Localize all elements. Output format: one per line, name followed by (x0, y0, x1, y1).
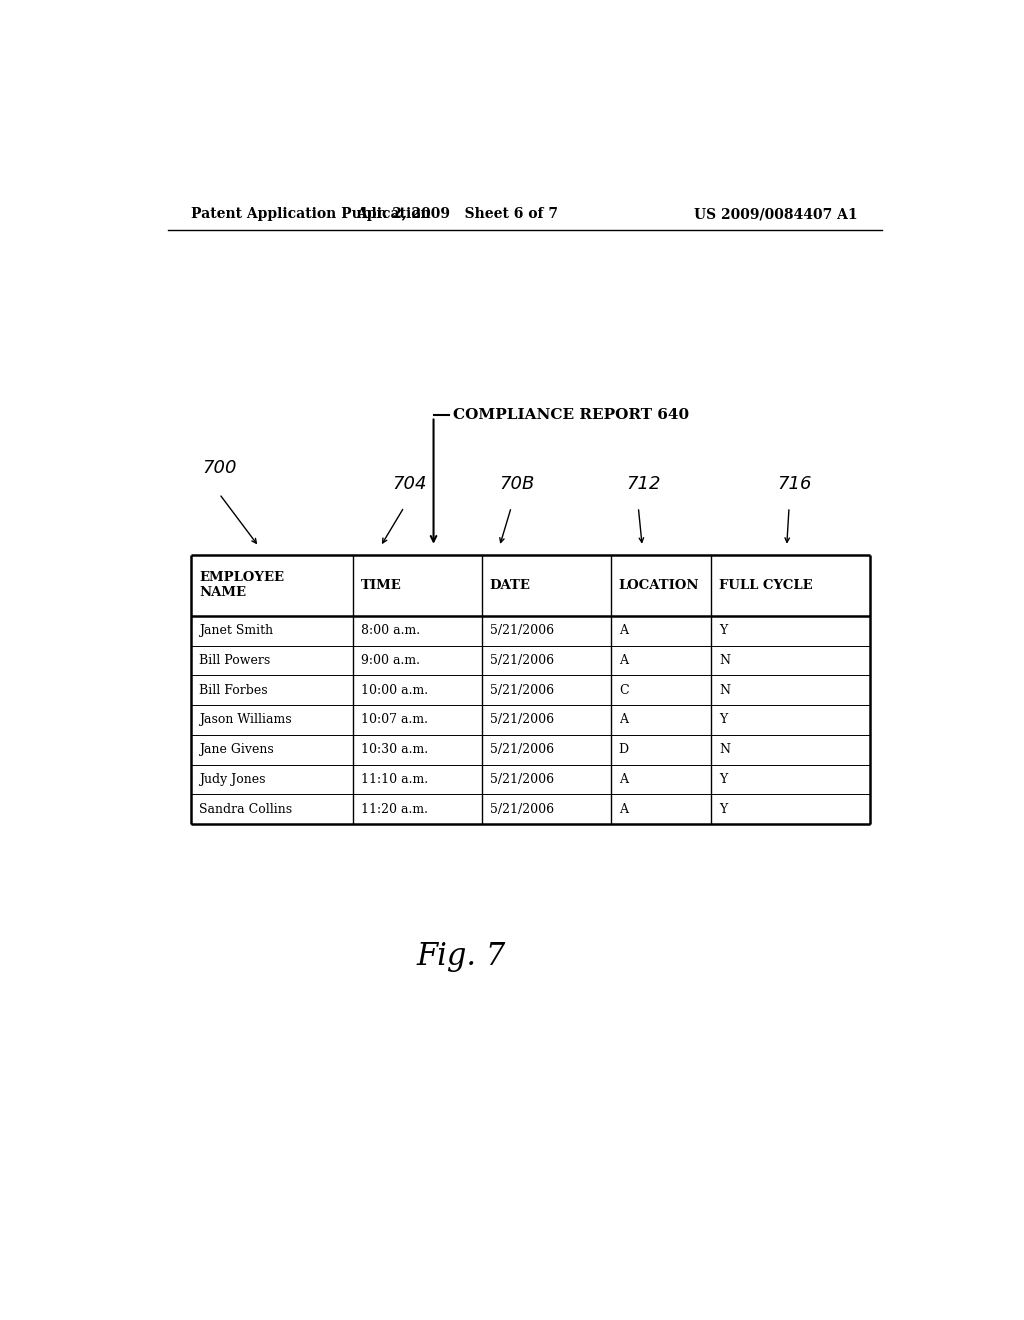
Text: COMPLIANCE REPORT 640: COMPLIANCE REPORT 640 (454, 408, 689, 421)
Text: Patent Application Publication: Patent Application Publication (191, 207, 431, 222)
Text: 5/21/2006: 5/21/2006 (489, 714, 554, 726)
Text: 9:00 a.m.: 9:00 a.m. (360, 653, 420, 667)
Text: Jane Givens: Jane Givens (200, 743, 274, 756)
Text: Bill Powers: Bill Powers (200, 653, 270, 667)
Text: 5/21/2006: 5/21/2006 (489, 684, 554, 697)
Text: 10:07 a.m.: 10:07 a.m. (360, 714, 428, 726)
Text: N: N (719, 653, 730, 667)
Text: 70B: 70B (499, 475, 535, 492)
Text: D: D (618, 743, 629, 756)
Text: N: N (719, 684, 730, 697)
Text: US 2009/0084407 A1: US 2009/0084407 A1 (694, 207, 858, 222)
Text: TIME: TIME (360, 578, 401, 591)
Text: Jason Williams: Jason Williams (200, 714, 292, 726)
Text: A: A (618, 624, 628, 638)
Text: N: N (719, 743, 730, 756)
Text: Apr. 2, 2009   Sheet 6 of 7: Apr. 2, 2009 Sheet 6 of 7 (356, 207, 558, 222)
Text: A: A (618, 714, 628, 726)
Text: 11:20 a.m.: 11:20 a.m. (360, 803, 428, 816)
Text: DATE: DATE (489, 578, 530, 591)
Text: Janet Smith: Janet Smith (200, 624, 273, 638)
Text: Judy Jones: Judy Jones (200, 774, 266, 785)
Text: A: A (618, 803, 628, 816)
Text: 11:10 a.m.: 11:10 a.m. (360, 774, 428, 785)
Text: 10:00 a.m.: 10:00 a.m. (360, 684, 428, 697)
Text: A: A (618, 653, 628, 667)
Text: C: C (618, 684, 629, 697)
Text: 10:30 a.m.: 10:30 a.m. (360, 743, 428, 756)
Text: FULL CYCLE: FULL CYCLE (719, 578, 813, 591)
Text: EMPLOYEE
NAME: EMPLOYEE NAME (200, 572, 285, 599)
Text: Sandra Collins: Sandra Collins (200, 803, 293, 816)
Text: Bill Forbes: Bill Forbes (200, 684, 268, 697)
Text: A: A (618, 774, 628, 785)
Text: 716: 716 (777, 475, 812, 492)
Text: 700: 700 (202, 459, 237, 478)
Text: 5/21/2006: 5/21/2006 (489, 743, 554, 756)
Text: 712: 712 (627, 475, 662, 492)
Text: Y: Y (719, 714, 727, 726)
Text: 5/21/2006: 5/21/2006 (489, 803, 554, 816)
Text: 5/21/2006: 5/21/2006 (489, 653, 554, 667)
Text: 5/21/2006: 5/21/2006 (489, 624, 554, 638)
Text: 8:00 a.m.: 8:00 a.m. (360, 624, 420, 638)
Text: Y: Y (719, 774, 727, 785)
Text: 704: 704 (392, 475, 427, 492)
Text: LOCATION: LOCATION (618, 578, 699, 591)
Text: Y: Y (719, 803, 727, 816)
Text: Fig. 7: Fig. 7 (417, 941, 506, 972)
Text: 5/21/2006: 5/21/2006 (489, 774, 554, 785)
Text: Y: Y (719, 624, 727, 638)
